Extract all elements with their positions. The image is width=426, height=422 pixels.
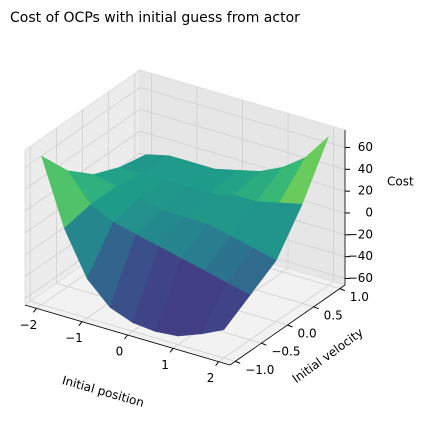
grid-line xyxy=(24,108,141,190)
chart-title: Cost of OCPs with initial guess from act… xyxy=(10,10,300,26)
grid-line xyxy=(24,130,141,212)
grid-line xyxy=(30,300,236,362)
x-axis-label: Initial position xyxy=(61,373,146,410)
x-tick xyxy=(78,321,83,326)
x-tick-label: −2 xyxy=(20,318,38,332)
x-tick-label: 1 xyxy=(161,358,169,372)
grid-line xyxy=(24,87,141,168)
x-tick xyxy=(32,308,37,313)
x-tick-label: −1 xyxy=(65,331,83,345)
z-tick-label: 40 xyxy=(358,162,373,176)
y-tick-label: −0.5 xyxy=(271,345,300,359)
x-tick xyxy=(124,334,128,340)
y-tick-label: 0.5 xyxy=(324,308,343,322)
y-tick xyxy=(261,342,267,346)
y-tick-label: 0.0 xyxy=(298,327,317,341)
z-axis-label: Cost xyxy=(387,175,414,189)
y-tick-label: 1.0 xyxy=(350,290,369,304)
y-tick xyxy=(339,288,345,292)
z-tick-label: −60 xyxy=(348,271,373,285)
axis-line xyxy=(229,284,346,366)
x-tick xyxy=(169,348,174,353)
z-tick-label: −20 xyxy=(348,227,373,241)
z-tick-label: 20 xyxy=(358,184,373,198)
x-tick xyxy=(215,361,220,366)
x-tick-label: 0 xyxy=(116,345,124,359)
z-tick-label: 60 xyxy=(358,140,373,154)
y-tick xyxy=(313,306,319,310)
y-tick xyxy=(235,360,241,364)
grid-line xyxy=(139,87,346,148)
y-tick-label: −1.0 xyxy=(245,363,274,377)
x-tick-label: 2 xyxy=(207,371,215,385)
axis-line xyxy=(24,304,231,366)
z-tick-label: 0 xyxy=(365,205,373,219)
z-tick-label: −40 xyxy=(348,249,373,263)
surface-patch xyxy=(200,282,251,335)
y-tick xyxy=(287,324,293,328)
